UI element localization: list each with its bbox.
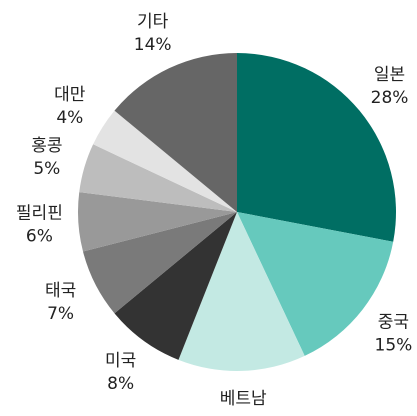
slice-label: 기타 [137, 12, 169, 32]
slice-label: 베트남 [220, 389, 267, 409]
slice-label: 미국 [105, 351, 136, 371]
slice-label: 필리핀 [16, 203, 63, 223]
slice-value-label: 28% [371, 88, 409, 108]
slice-value-label: 7% [47, 304, 74, 324]
slice-value-label: 4% [56, 108, 83, 128]
slice-value-label: 15% [375, 335, 413, 355]
slice-value-label: 8% [107, 374, 134, 394]
slice-value-label: 6% [26, 226, 53, 246]
slice-label: 중국 [378, 312, 409, 332]
slice-label: 일본 [374, 65, 405, 85]
slice-value-label: 5% [33, 159, 60, 179]
slice-label: 대만 [54, 85, 86, 105]
slice-value-label: 14% [134, 35, 172, 55]
pie-slice [237, 53, 396, 242]
slice-label: 홍콩 [31, 136, 62, 156]
slice-label: 태국 [45, 281, 76, 301]
